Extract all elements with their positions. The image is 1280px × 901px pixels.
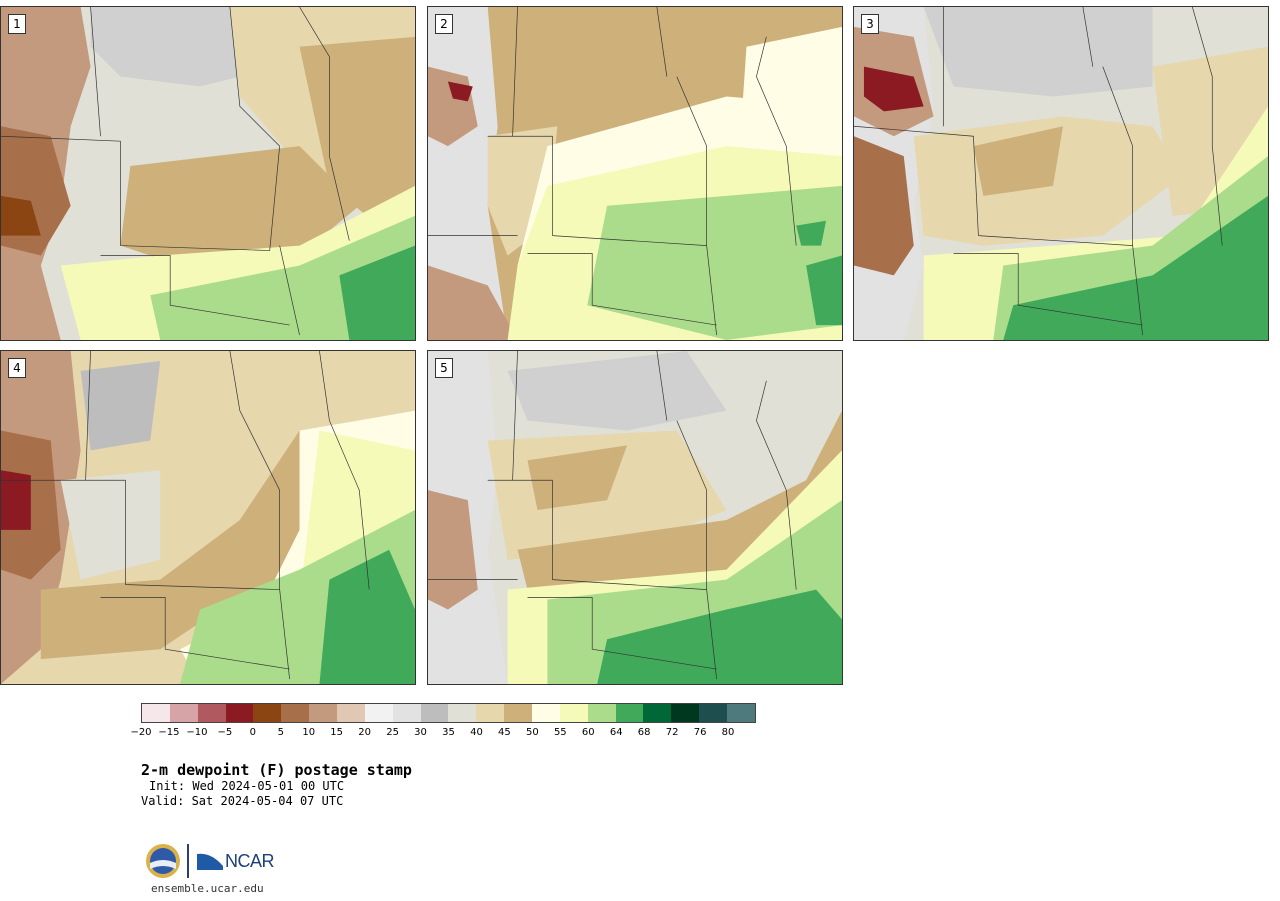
colorbar-tick-label: 30 xyxy=(414,727,427,738)
colorbar-tick-label: 45 xyxy=(498,727,511,738)
ncar-logo-text: NCAR xyxy=(225,850,275,871)
colorbar-tick-label: 10 xyxy=(302,727,316,738)
colorbar-swatch xyxy=(197,704,226,722)
colorbar-swatch xyxy=(392,704,421,722)
footer-url: ensemble.ucar.edu xyxy=(151,882,264,895)
logo-strip: NCAR xyxy=(145,843,275,879)
colorbar-swatch xyxy=(532,704,560,722)
colorbar-tick-label: 5 xyxy=(277,727,284,738)
colorbar-swatch xyxy=(169,704,198,722)
colorbar-tick-label: 50 xyxy=(525,727,539,738)
colorbar-swatch xyxy=(225,704,254,722)
colorbar-tick-label: 25 xyxy=(386,727,399,738)
colorbar-tick-label: 76 xyxy=(693,727,707,738)
colorbar-swatch xyxy=(615,704,644,722)
nsf-logo-icon xyxy=(146,844,180,878)
panel-label: 4 xyxy=(8,358,26,378)
dewpoint-map-2 xyxy=(428,7,842,340)
dewpoint-map-5 xyxy=(428,351,842,684)
colorbar-swatch xyxy=(253,704,282,722)
colorbar-swatch xyxy=(448,704,477,722)
panel-label: 2 xyxy=(435,14,453,34)
init-time: Init: Wed 2024-05-01 00 UTC xyxy=(149,779,345,793)
dewpoint-map-1 xyxy=(1,7,415,340)
colorbar-tick-label: −20 xyxy=(130,727,152,738)
map-panel-5: 5 xyxy=(427,350,843,685)
colorbar-tick-label: 35 xyxy=(442,727,455,738)
colorbar-tick-label: 64 xyxy=(609,727,623,738)
colorbar-swatch xyxy=(476,704,505,722)
colorbar-swatch xyxy=(643,704,672,722)
colorbar-tick-label: 15 xyxy=(330,727,344,738)
colorbar-tick-label: −15 xyxy=(158,727,180,738)
ncar-logo: NCAR xyxy=(197,850,275,872)
colorbar xyxy=(141,703,756,723)
panel-label: 5 xyxy=(435,358,453,378)
colorbar-tick-label: 60 xyxy=(581,727,595,738)
colorbar-tick-label: 20 xyxy=(358,727,371,738)
logo-divider xyxy=(187,844,189,878)
colorbar-swatch xyxy=(671,704,700,722)
colorbar-swatch xyxy=(727,704,755,722)
map-panel-2: 2 xyxy=(427,6,843,341)
colorbar-swatch xyxy=(504,704,533,722)
chart-title: 2-m dewpoint (F) postage stamp xyxy=(141,761,412,779)
colorbar-swatch xyxy=(587,704,616,722)
valid-time: Valid: Sat 2024-05-04 07 UTC xyxy=(141,794,344,808)
colorbar-tick-label: 0 xyxy=(249,727,256,738)
colorbar-swatch xyxy=(420,704,449,722)
colorbar-tick-label: −5 xyxy=(217,727,233,738)
colorbar-tick-label: 80 xyxy=(721,727,735,738)
panel-label: 3 xyxy=(861,14,879,34)
colorbar-ticks: −20 −15 −10 −5 0 5 10 15 20 25 30 35 40 45 50 55 60 64 68 7… xyxy=(130,727,756,743)
colorbar-swatch xyxy=(281,704,310,722)
colorbar-tick-label: 72 xyxy=(665,727,679,738)
colorbar-tick-label: 55 xyxy=(553,727,567,738)
panel-label: 1 xyxy=(8,14,26,34)
colorbar-tick-label: 40 xyxy=(470,727,483,738)
map-panel-3: 3 xyxy=(853,6,1269,341)
dewpoint-map-4 xyxy=(1,351,415,684)
map-panel-1: 1 xyxy=(0,6,416,341)
colorbar-swatch xyxy=(364,704,393,722)
colorbar-tick-label: 68 xyxy=(637,727,651,738)
colorbar-tick-label: −10 xyxy=(186,727,208,738)
colorbar-swatch xyxy=(337,704,365,722)
map-panel-4: 4 xyxy=(0,350,416,685)
dewpoint-map-3 xyxy=(854,7,1268,340)
colorbar-swatch xyxy=(559,704,588,722)
colorbar-swatch xyxy=(309,704,338,722)
colorbar-swatch xyxy=(699,704,728,722)
colorbar-swatch xyxy=(142,704,170,722)
ncar-mark-icon xyxy=(197,853,223,870)
